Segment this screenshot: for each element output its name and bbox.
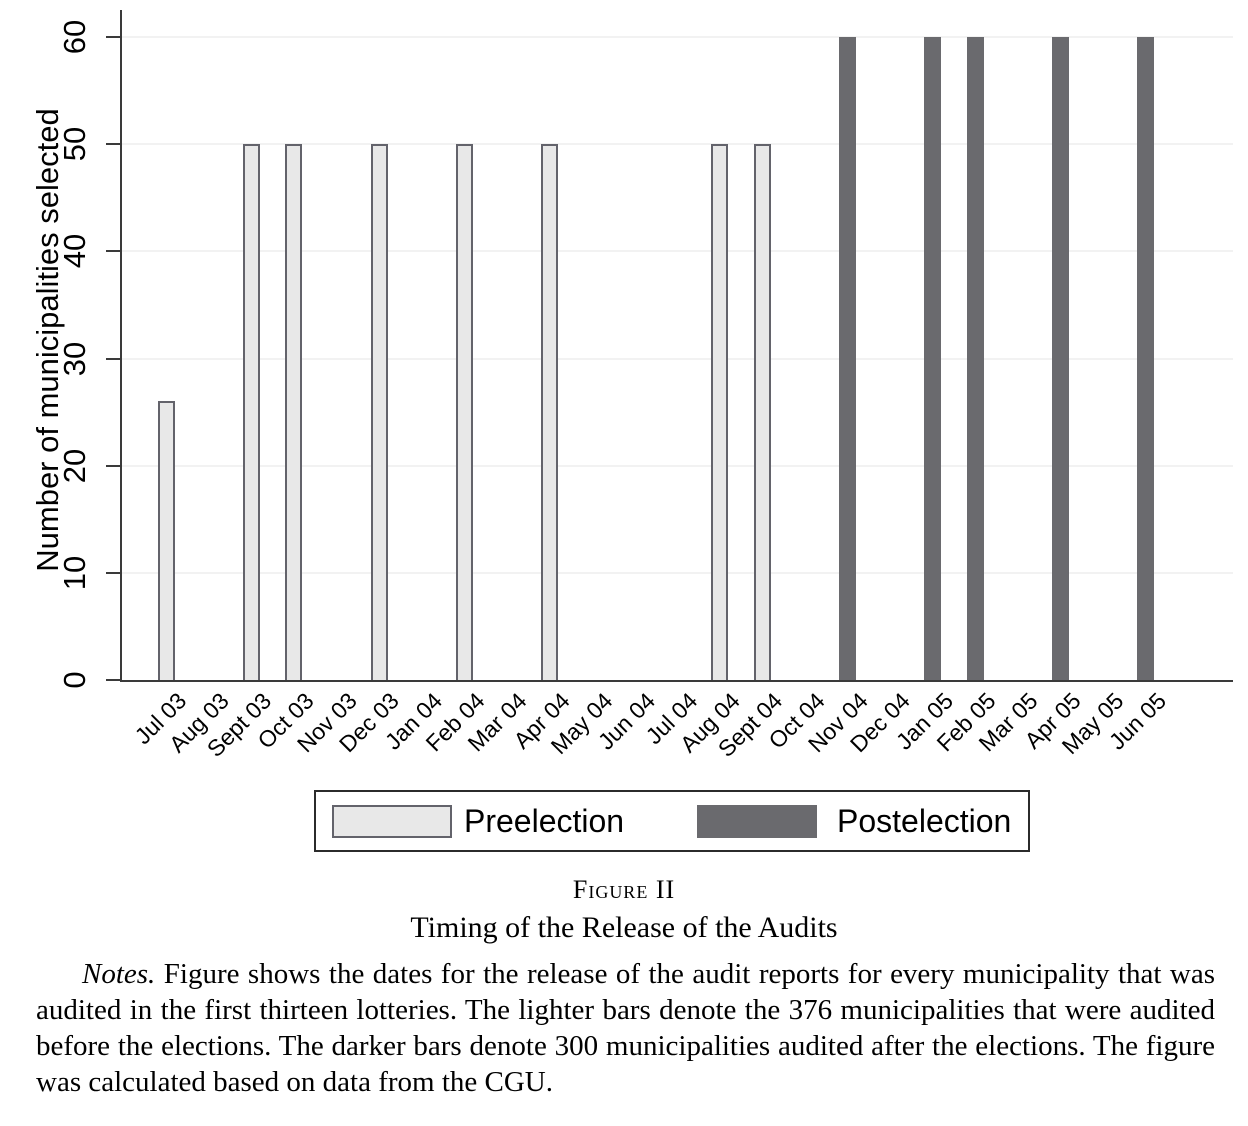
y-tick-label-10: 10 — [57, 555, 92, 591]
bar-postelection-nov-04 — [839, 37, 857, 680]
notes-label: Notes. — [82, 958, 156, 990]
bar-preelection-dec-03 — [370, 144, 388, 680]
bar-preelection-oct-03 — [285, 144, 303, 680]
y-tick-label-50: 50 — [57, 126, 92, 162]
bar-preelection-jul-03 — [157, 401, 175, 680]
notes-text: Figure shows the dates for the release o… — [36, 958, 1215, 1098]
gridline-40 — [122, 250, 1233, 253]
legend-label-postelection: Postelection — [837, 802, 1012, 839]
bar-preelection-sept-04 — [753, 144, 771, 680]
bar-postelection-apr-05 — [1052, 37, 1070, 680]
y-tick-10 — [106, 571, 120, 574]
legend-swatch-preelection — [332, 805, 452, 838]
gridline-50 — [122, 143, 1233, 146]
y-tick-label-60: 60 — [57, 19, 92, 55]
bar-preelection-apr-04 — [540, 144, 558, 680]
figure-notes: Notes. Figure shows the dates for the re… — [36, 956, 1215, 1100]
gridline-60 — [122, 36, 1233, 38]
y-tick-label-20: 20 — [57, 448, 92, 483]
gridline-30 — [122, 357, 1233, 360]
bar-postelection-jan-05 — [924, 37, 942, 680]
y-tick-label-0: 0 — [57, 671, 92, 689]
bar-preelection-aug-04 — [711, 144, 729, 680]
x-axis-labels: Jul 03 Aug 03 Sept 03 Oct 03 Nov 03 Dec 03 Jan… — [122, 686, 1233, 786]
bar-preelection-feb-04 — [455, 144, 473, 680]
legend-label-preelection: Preelection — [464, 802, 625, 839]
caption: Figure II Timing of the Release of the A… — [0, 874, 1248, 1100]
figure-title: Timing of the Release of the Audits — [410, 911, 838, 944]
y-tick-label-40: 40 — [57, 234, 92, 269]
gridline-20 — [122, 464, 1233, 467]
legend-swatch-postelection — [697, 805, 817, 838]
legend: Preelection Postelection — [314, 790, 1030, 852]
y-tick-label-30: 30 — [57, 341, 92, 376]
y-tick-40 — [106, 250, 120, 253]
y-tick-30 — [106, 357, 120, 360]
y-tick-0 — [106, 679, 120, 681]
figure-label: Figure II — [572, 875, 676, 904]
y-tick-50 — [106, 143, 120, 146]
gridline-10 — [122, 571, 1233, 574]
bar-postelection-feb-05 — [966, 37, 984, 680]
y-tick-60 — [106, 36, 120, 38]
bar-preelection-sept-03 — [242, 144, 260, 680]
y-tick-20 — [106, 464, 120, 467]
plot-area: Number of municipalities selected Jul 03… — [30, 10, 1233, 762]
bar-postelection-jun-05 — [1137, 37, 1155, 680]
